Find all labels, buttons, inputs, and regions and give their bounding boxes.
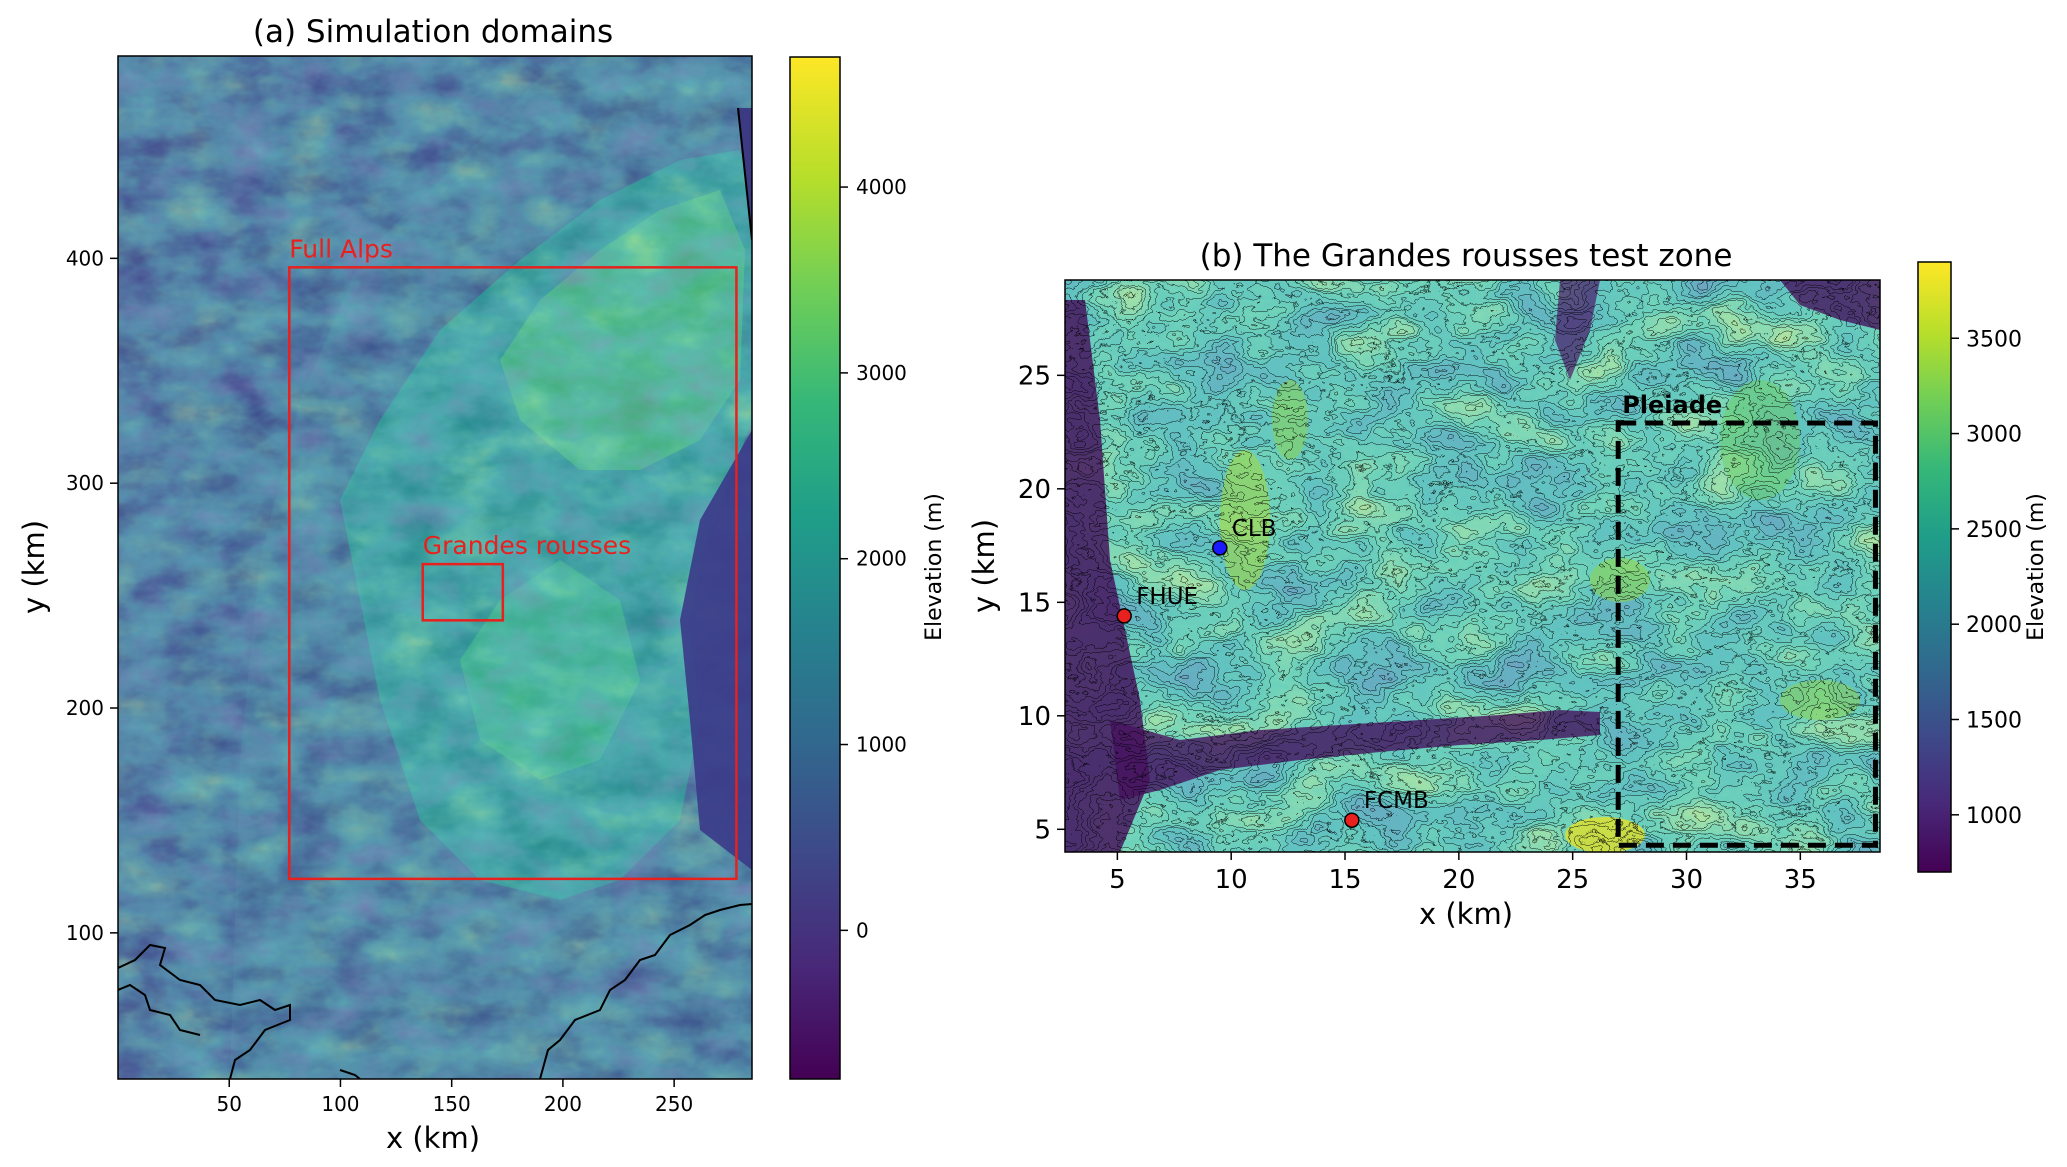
panel-b-colorbar-ticks: 1000 1500 2000 2500 3000 3500 — [1951, 327, 2022, 829]
colorbar-tick-label: 1000 — [1966, 804, 2022, 829]
panel-b-title: (b) The Grandes rousses test zone — [1200, 238, 1733, 274]
panel-b-map: (b) The Grandes rousses test zone Pleiad… — [967, 238, 2049, 931]
panel-a-colorbar-ticks: 0 1000 2000 3000 4000 — [840, 175, 907, 942]
x-tick-label: 100 — [321, 1092, 359, 1116]
domain-label: Full Alps — [289, 234, 393, 263]
x-tick-label: 250 — [655, 1092, 693, 1116]
y-tick-label: 20 — [1018, 475, 1051, 505]
colorbar-tick-label: 1000 — [856, 733, 907, 757]
x-tick-label: 15 — [1328, 865, 1361, 895]
x-tick-label: 10 — [1215, 865, 1248, 895]
panel-b-colorbar-label: Elevation (m) — [2024, 493, 2049, 641]
pleiade-label: Pleiade — [1622, 391, 1722, 419]
panel-a-frame — [117, 55, 753, 1080]
colorbar-tick-label: 0 — [856, 918, 869, 942]
panel-b-y-ticks: 5 10 15 20 25 — [1018, 361, 1065, 845]
y-tick-label: 15 — [1018, 588, 1051, 618]
panel-b-stations: CLB FHUE FCMB — [1116, 516, 1429, 828]
colorbar-tick-label: 2000 — [856, 547, 907, 571]
station-label: FHUE — [1136, 584, 1198, 610]
y-tick-label: 300 — [66, 471, 104, 495]
x-tick-label: 5 — [1109, 865, 1126, 895]
colorbar-tick-label: 1500 — [1966, 709, 2022, 734]
panel-b-x-axis-label: x (km) — [1419, 897, 1513, 931]
domain-box — [421, 562, 505, 622]
y-tick-label: 100 — [66, 921, 104, 945]
pleiade-box — [1615, 420, 1878, 848]
colorbar-tick-label: 3500 — [1966, 327, 2022, 352]
x-tick-label: 35 — [1784, 865, 1817, 895]
panel-b-pleiade-zone: Pleiade — [1615, 391, 1878, 848]
y-tick-label: 400 — [66, 246, 104, 270]
panel-b-elevation-raster — [1065, 280, 1880, 852]
panel-a-x-axis-label: x (km) — [386, 1121, 480, 1155]
x-tick-label: 50 — [217, 1092, 242, 1116]
station-marker — [1212, 540, 1228, 556]
station-marker — [1116, 608, 1132, 624]
y-tick-label: 25 — [1018, 361, 1051, 391]
station-marker — [1344, 812, 1360, 828]
x-tick-label: 200 — [544, 1092, 582, 1116]
panel-a-elevation-raster — [118, 56, 752, 1079]
y-tick-label: 200 — [66, 696, 104, 720]
panel-a-map: (a) Simulation domains Full Alps Grandes … — [17, 14, 947, 1155]
panel-b-frame — [1064, 279, 1881, 853]
colorbar-tick-label: 2500 — [1966, 518, 2022, 543]
panel-b-colorbar: 1000 1500 2000 2500 3000 3500 Elevation (m) — [1917, 261, 2049, 873]
panel-a-x-ticks: 50 100 150 200 250 — [217, 1079, 693, 1116]
x-tick-label: 30 — [1670, 865, 1703, 895]
panel-b-y-axis-label: y (km) — [967, 519, 1001, 613]
domain-box — [288, 266, 738, 881]
panel-b-x-ticks: 5 10 15 20 25 30 35 — [1109, 852, 1817, 895]
y-tick-label: 5 — [1034, 815, 1051, 845]
domain-label: Grandes rousses — [423, 531, 631, 560]
x-tick-label: 150 — [433, 1092, 471, 1116]
panel-a-title: (a) Simulation domains — [253, 14, 613, 50]
colorbar-tick-label: 2000 — [1966, 613, 2022, 638]
colorbar-tick-label: 3000 — [856, 361, 907, 385]
panel-a-colorbar: 0 1000 2000 3000 4000 Elevation (m) — [789, 56, 947, 1080]
panel-a-domain-boxes: Full Alps Grandes rousses — [288, 234, 738, 881]
colorbar-tick-label: 4000 — [856, 175, 907, 199]
panel-a-y-ticks: 100 200 300 400 — [66, 246, 118, 945]
colorbar-tick-label: 3000 — [1966, 423, 2022, 448]
station-label: FCMB — [1364, 788, 1429, 814]
panel-a-y-axis-label: y (km) — [17, 520, 51, 614]
x-tick-label: 25 — [1556, 865, 1589, 895]
x-tick-label: 20 — [1442, 865, 1475, 895]
station-label: CLB — [1232, 516, 1277, 542]
y-tick-label: 10 — [1018, 702, 1051, 732]
panel-a-colorbar-label: Elevation (m) — [922, 493, 947, 641]
